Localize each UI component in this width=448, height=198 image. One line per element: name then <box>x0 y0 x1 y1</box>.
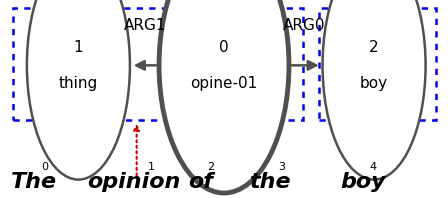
Text: the: the <box>249 172 290 192</box>
Text: opinion: opinion <box>87 172 181 192</box>
Text: of: of <box>188 172 213 192</box>
Text: boy: boy <box>360 76 388 91</box>
Text: 4: 4 <box>370 162 377 172</box>
Ellipse shape <box>159 0 289 193</box>
Text: 0: 0 <box>219 40 229 55</box>
Text: thing: thing <box>59 76 98 91</box>
Text: 2: 2 <box>369 40 379 55</box>
Text: ARG1: ARG1 <box>125 18 167 33</box>
Text: 0: 0 <box>42 162 49 172</box>
Ellipse shape <box>27 0 130 180</box>
Text: 3: 3 <box>278 162 285 172</box>
Text: The: The <box>11 172 57 192</box>
Text: 1: 1 <box>148 162 155 172</box>
Bar <box>319 8 436 120</box>
Bar <box>13 8 303 120</box>
Text: 1: 1 <box>73 40 83 55</box>
Ellipse shape <box>323 0 426 180</box>
Text: boy: boy <box>340 172 386 192</box>
Text: opine-01: opine-01 <box>190 76 258 91</box>
Text: ARG0: ARG0 <box>283 18 325 33</box>
Text: 2: 2 <box>207 162 214 172</box>
